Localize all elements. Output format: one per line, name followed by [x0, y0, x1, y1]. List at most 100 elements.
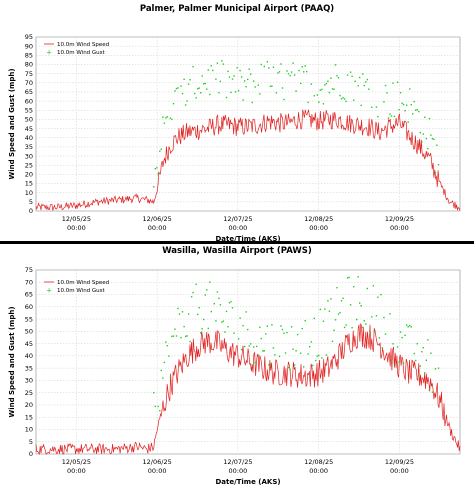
wind-gust-marker [169, 117, 172, 119]
wind-gust-marker [268, 67, 270, 69]
wind-gust-marker [272, 66, 275, 68]
wind-gust-marker [153, 392, 155, 394]
wind-gust-marker [166, 345, 169, 347]
wind-gust-marker [328, 310, 331, 312]
wind-gust-marker [324, 84, 326, 86]
wind-gust-marker [421, 351, 423, 353]
wind-gust-marker [233, 75, 235, 77]
wind-gust-marker [371, 106, 373, 108]
wind-gust-marker [298, 69, 300, 72]
wind-gust-marker [295, 350, 297, 352]
wind-gust-marker [260, 63, 262, 66]
wind-gust-marker [362, 73, 364, 75]
wind-gust-marker [230, 300, 232, 303]
wind-gust-marker [307, 101, 309, 104]
wind-gust-marker [163, 122, 166, 124]
wind-gust-marker [225, 310, 228, 313]
wind-gust-marker [215, 78, 217, 80]
wind-gust-marker [187, 83, 190, 85]
wind-gust-marker [324, 308, 326, 310]
y-tick-label: 55 [25, 106, 33, 114]
wind-gust-marker [162, 377, 164, 379]
wind-gust-marker [353, 286, 355, 288]
wind-gust-marker [346, 74, 349, 76]
y-tick-label: 25 [25, 161, 33, 169]
wind-gust-marker [319, 89, 321, 91]
wind-gust-marker [377, 296, 379, 298]
wind-gust-marker [300, 352, 302, 354]
wind-gust-marker [180, 336, 182, 339]
wind-gust-marker [216, 291, 219, 293]
legend-label-speed: 10.0m Wind Speed [57, 280, 109, 286]
wind-gust-marker [219, 80, 222, 83]
wind-gust-marker [194, 92, 196, 95]
wind-gust-marker [222, 320, 225, 322]
wind-gust-marker [418, 375, 420, 377]
x-tick-time: 00:00 [229, 467, 248, 475]
plot-area [35, 269, 461, 455]
wind-gust-marker [157, 173, 159, 175]
wind-gust-marker [242, 325, 244, 327]
wind-gust-marker [433, 138, 435, 140]
wind-gust-marker [212, 69, 214, 72]
wind-gust-marker [177, 87, 179, 89]
wind-gust-marker [300, 82, 302, 85]
y-tick-label: 30 [25, 377, 33, 385]
wind-gust-marker [278, 355, 281, 358]
wind-gust-marker [396, 81, 399, 83]
wind-gust-marker [222, 63, 225, 65]
wind-gust-marker [421, 141, 423, 143]
wind-gust-marker [365, 81, 367, 83]
chart-title: Palmer, Palmer Municipal Airport (PAAQ) [140, 4, 334, 14]
x-tick-time: 00:00 [229, 224, 248, 232]
y-tick-label: 35 [25, 364, 33, 372]
x-tick-date: 12/05/25 [62, 458, 91, 466]
wind-gust-marker [278, 71, 281, 73]
x-axis-label: Date/Time (AKS) [215, 235, 280, 243]
wind-gust-marker [287, 366, 290, 369]
wind-gust-marker [277, 72, 279, 74]
wind-gust-marker [154, 405, 156, 408]
chart-2: Wasilla, Wasilla Airport (PAWS) 0 5 10 15 20 2… [0, 241, 474, 486]
y-tick-label: 5 [29, 438, 33, 446]
wind-gust-marker [262, 350, 264, 352]
y-tick-label: 55 [25, 315, 33, 323]
wind-gust-marker [210, 310, 212, 313]
y-tick-label: 15 [25, 180, 33, 188]
wind-gust-marker [315, 359, 317, 362]
wind-gust-marker [160, 369, 162, 372]
wind-gust-marker [248, 345, 250, 347]
wind-gust-marker [243, 80, 246, 82]
wind-gust-marker [366, 78, 368, 81]
y-tick-label: 75 [25, 266, 33, 274]
wind-gust-marker [363, 84, 365, 87]
wind-gust-marker [192, 291, 194, 294]
wind-gust-marker [351, 75, 353, 77]
wind-gust-marker [321, 357, 323, 359]
wind-gust-marker [304, 65, 306, 67]
wind-gust-marker [207, 327, 209, 330]
y-tick-label: 60 [25, 97, 33, 105]
wind-gust-marker [198, 87, 200, 89]
wind-gust-marker [200, 332, 202, 334]
wind-gust-marker [227, 70, 229, 73]
wind-gust-marker [402, 362, 405, 364]
wind-gust-marker [175, 87, 178, 90]
wind-gust-marker [406, 104, 408, 106]
wind-gust-marker [375, 315, 378, 317]
wind-gust-marker [286, 70, 288, 72]
x-tick-date: 12/09/25 [385, 458, 414, 466]
wind-gust-marker [259, 326, 261, 329]
wind-gust-marker [327, 80, 329, 82]
wind-gust-marker [424, 372, 426, 374]
wind-gust-marker [287, 73, 290, 75]
wind-gust-marker [434, 368, 437, 370]
wind-gust-marker [231, 78, 234, 80]
wind-gust-marker [327, 300, 329, 302]
x-tick-date: 12/06/25 [143, 458, 172, 466]
y-tick-label: 65 [25, 291, 33, 299]
wind-gust-marker [156, 167, 158, 169]
x-tick-date: 12/06/25 [143, 215, 172, 223]
wind-gust-marker [430, 134, 432, 136]
wind-gust-marker [303, 366, 305, 368]
